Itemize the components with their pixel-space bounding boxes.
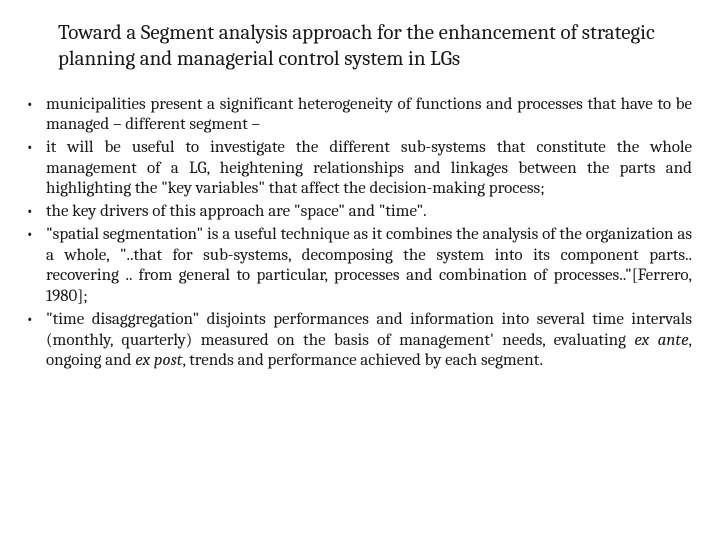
list-item: the key drivers of this approach are "sp… xyxy=(20,202,692,223)
bullet-list: municipalities present a significant het… xyxy=(20,95,692,373)
list-item: it will be useful to investigate the dif… xyxy=(20,138,692,200)
list-item: municipalities present a significant het… xyxy=(20,95,692,136)
slide-title: Toward a Segment analysis approach for t… xyxy=(58,20,692,73)
list-item: "spatial segmentation" is a useful techn… xyxy=(20,225,692,308)
list-item: "time disaggregation" disjoints performa… xyxy=(20,310,692,372)
italic-text: ex post xyxy=(135,351,182,370)
bullet-text: , trends and performance achieved by eac… xyxy=(183,351,543,370)
bullet-text: "time disaggregation" disjoints performa… xyxy=(46,310,692,350)
italic-text: ex ante xyxy=(634,331,688,350)
